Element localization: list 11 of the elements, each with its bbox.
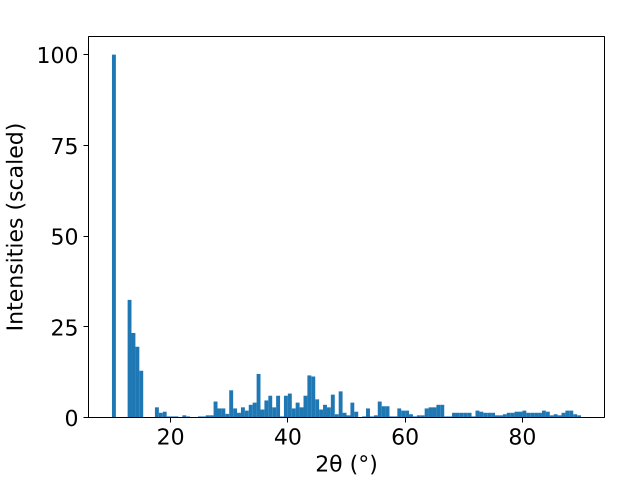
y-tick-label: 75 xyxy=(50,134,79,160)
y-axis-title: Intensities (scaled) xyxy=(4,122,29,332)
x-tick-label: 40 xyxy=(274,426,302,450)
x-axis-title: 2θ (°) xyxy=(315,452,378,478)
y-tick-label: 0 xyxy=(64,407,79,432)
y-tick-label: 25 xyxy=(50,316,79,342)
x-tick-label: 80 xyxy=(508,426,536,450)
y-tick-label: 50 xyxy=(50,226,79,251)
x-tick-label: 20 xyxy=(156,426,185,450)
x-tick-label: 60 xyxy=(391,426,420,450)
y-tick-label: 100 xyxy=(36,44,79,70)
